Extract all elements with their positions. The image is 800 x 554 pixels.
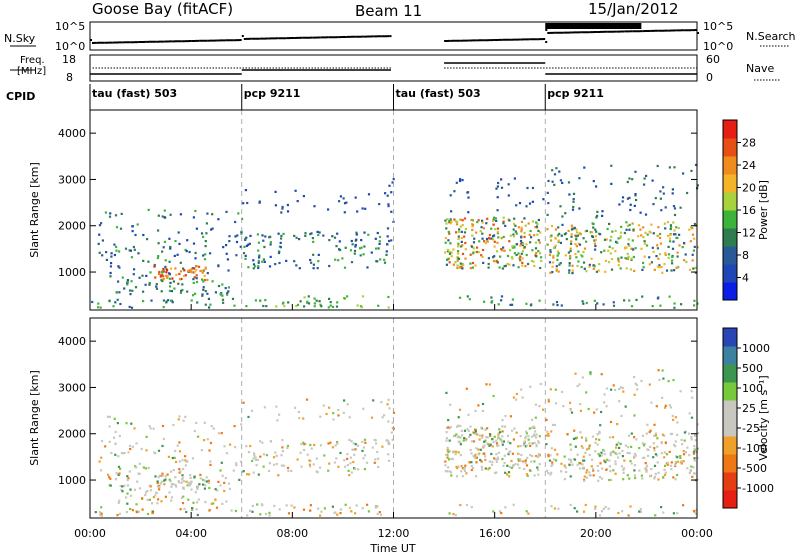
velocity-ylabel: Slant Range [km]: [28, 370, 41, 466]
velocity-panel: 1000 2000 3000 4000: [58, 317, 700, 519]
colorbar-tick-label: -500: [742, 462, 767, 475]
nave-label: Nave: [746, 62, 774, 75]
y-tick-label: 4000: [58, 127, 86, 140]
search-tick-top: 10^5: [703, 20, 733, 33]
colorbar-tick-label: 25: [742, 402, 756, 415]
y-tick-label: 2000: [58, 428, 86, 441]
freq-tick-top: 18: [62, 53, 76, 66]
x-axis-label: Time UT: [369, 542, 415, 554]
x-axis: 00:00 04:00 08:00 12:00 16:00 20:00 00:00: [74, 304, 713, 540]
colorbar-tick-label: 12: [742, 227, 756, 240]
nave-tick-top: 60: [706, 53, 720, 66]
sky-tick-top: 10^5: [55, 20, 85, 33]
station-title: Goose Bay (fitACF): [92, 0, 233, 18]
colorbar-tick-label: 20: [742, 182, 756, 195]
x-tick-label: 04:00: [175, 527, 207, 540]
freq-label: Freq.: [20, 55, 45, 66]
colorbar-tick-label: 100: [742, 382, 763, 395]
cpid-segment-label: tau (fast) 503: [92, 87, 177, 100]
sky-tick-bottom: 10^0: [55, 40, 85, 53]
y-tick-label: 1000: [58, 474, 86, 487]
x-tick-label: 12:00: [378, 527, 410, 540]
colorbar-tick-label: 4: [742, 272, 749, 285]
cpid-label: CPID: [6, 90, 35, 103]
y-tick-label: 2000: [58, 220, 86, 233]
power-ylabel: Slant Range [km]: [28, 162, 41, 258]
freq-panel: Freq. [MHz] 18 8 60 0 Nave: [10, 53, 780, 84]
freq-unit: [MHz]: [17, 66, 46, 77]
colorbar-tick-label: -1000: [742, 482, 774, 495]
colorbar-tick-label: 28: [742, 137, 756, 150]
x-tick-label: 00:00: [681, 527, 713, 540]
colorbar-tick-label: 16: [742, 204, 756, 217]
power-colorbar: 4 8 12 16 20 24 28: [722, 119, 756, 301]
date-title: 15/Jan/2012: [588, 0, 679, 18]
power-panel: 1000 2000 3000 4000: [58, 109, 699, 311]
y-tick-label: 3000: [58, 381, 86, 394]
nave-tick-bottom: 0: [706, 71, 713, 84]
power-colorbar-label: Power [dB]: [757, 180, 770, 240]
cpid-segment-label: pcp 9211: [547, 87, 604, 100]
x-tick-label: 08:00: [276, 527, 308, 540]
colorbar-tick-label: 1000: [742, 342, 770, 355]
y-tick-label: 1000: [58, 266, 86, 279]
velocity-colorbar-label: Velocity [m s⁻¹]: [757, 375, 770, 460]
freq-tick-bottom: 8: [66, 71, 73, 84]
colorbar-tick-label: 8: [742, 249, 749, 262]
colorbar-tick-label: -100: [742, 442, 767, 455]
nsky-label: N.Sky: [4, 32, 36, 45]
x-tick-label: 20:00: [580, 527, 612, 540]
colorbar-tick-label: 500: [742, 362, 763, 375]
x-tick-label: 00:00: [74, 527, 106, 540]
cpid-row: tau (fast) 503 pcp 9211 tau (fast) 503 pcp …: [89, 84, 604, 110]
colorbar-tick-label: -25: [742, 422, 760, 435]
y-tick-label: 4000: [58, 335, 86, 348]
cpid-segment-label: tau (fast) 503: [396, 87, 481, 100]
sky-panel: N.Sky 10^5 10^0 10^5 10^0 N.Search: [4, 20, 796, 53]
search-tick-bottom: 10^0: [703, 40, 733, 53]
velocity-colorbar: -1000 -500 -100 -25 25 100 500 1000: [722, 327, 774, 509]
beam-title: Beam 11: [355, 2, 422, 20]
cpid-segment-label: pcp 9211: [244, 87, 301, 100]
colorbar-tick-label: 24: [742, 159, 756, 172]
x-tick-label: 16:00: [479, 527, 511, 540]
y-tick-label: 3000: [58, 173, 86, 186]
nsearch-label: N.Search: [746, 30, 796, 43]
